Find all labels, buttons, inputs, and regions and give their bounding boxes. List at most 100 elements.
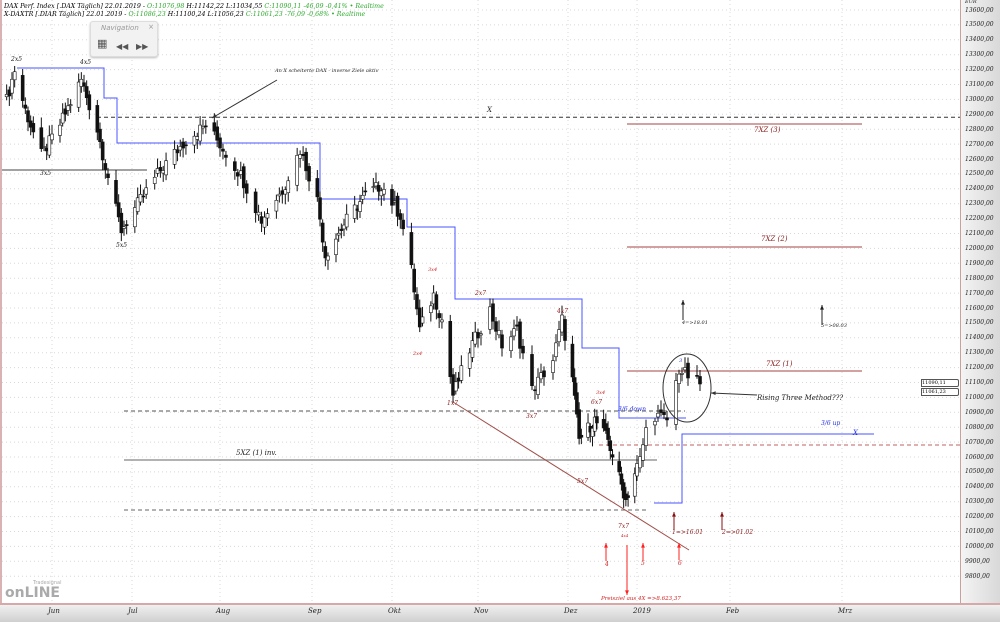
grid-icon[interactable]: ▦ [97, 37, 108, 50]
arrow-down-price-target-icon-head [625, 590, 629, 595]
chart-plot-area[interactable] [0, 0, 962, 603]
candle-body [68, 104, 73, 106]
y-tick-label: 11900,00 [965, 259, 994, 267]
navigation-widget[interactable]: Navigation × ▦ ◀◀ ▶▶ [90, 21, 158, 57]
label-3x4-b: 3x4 [596, 390, 606, 396]
arrow-rising-three-icon-head [711, 391, 716, 396]
y-tick-label: 13000,00 [965, 95, 994, 103]
header-xdax-name: X-DAXTR [.DIAR Täglich] 22.01.2019 - [4, 11, 129, 18]
candle-body [610, 454, 615, 458]
y-tick-label: 11000,00 [965, 393, 994, 401]
candle-body [82, 82, 86, 87]
y-tick-label: 10800,00 [965, 423, 994, 431]
candle-body [638, 456, 642, 469]
candle-body [87, 94, 92, 111]
label-price-target: Preisziel aus 4X =>8.623,37 [601, 596, 681, 602]
candle-body [530, 354, 534, 387]
candle-body [570, 343, 575, 378]
candle-body [172, 149, 177, 165]
candle-body [326, 255, 330, 261]
forward-button[interactable]: ▶▶ [136, 42, 149, 51]
arrow-top-note-icon [211, 79, 278, 119]
x-tick-label: Mrz [838, 607, 853, 615]
label-3x5: 3x5 [40, 170, 52, 177]
candle-body [358, 201, 362, 212]
y-tick-label: 12400,00 [965, 185, 994, 193]
candle-body [315, 178, 320, 198]
y-tick-label: 10000,00 [965, 542, 994, 550]
candle-body [653, 421, 657, 426]
candle-body [60, 112, 65, 124]
candle-body [224, 154, 228, 158]
label-signal-5: 5 [641, 560, 645, 567]
candle-body [336, 232, 341, 236]
candle-body [50, 133, 54, 141]
candle-body [448, 321, 453, 378]
downtrend-line [452, 401, 690, 551]
arrow-up-signal5-icon-head [641, 543, 645, 548]
label-7xz-2: 7XZ (2) [761, 235, 788, 243]
candle-body [138, 194, 143, 203]
header-xdax-hl: H:11100,24 L:11056,23 [165, 11, 246, 18]
candle-body [274, 200, 279, 212]
price-tag-dax: 11090,11 [921, 378, 959, 387]
candle-body [382, 189, 386, 195]
candle-body [429, 305, 433, 313]
label-rising-three: Rising Three Method??? [757, 394, 844, 402]
candle-body [286, 180, 291, 193]
candle-body [244, 183, 249, 194]
arrow-top-note-icon-head [212, 113, 217, 118]
candle-body [31, 123, 36, 133]
candle-body [437, 313, 441, 319]
candle-body [47, 135, 52, 156]
y-tick-label: 11600,00 [965, 304, 994, 312]
label-signal-4: 4 [605, 561, 609, 568]
y-tick-label: 12500,00 [965, 170, 994, 178]
candle-body [617, 461, 621, 473]
candle-body [509, 336, 513, 351]
candle-body [135, 197, 140, 212]
candle-body [371, 186, 376, 188]
y-tick-label: 11700,00 [965, 289, 994, 297]
pattern-circle [662, 353, 712, 423]
candle-body [595, 416, 599, 424]
candle-body [590, 428, 595, 437]
y-tick-label: 11800,00 [965, 274, 994, 282]
y-tick-label: 12600,00 [965, 155, 994, 163]
candle-body [536, 376, 540, 395]
candle-body [539, 372, 543, 380]
y-tick-label: 9800,00 [965, 572, 990, 580]
candle-body [42, 146, 46, 148]
candle-body [488, 306, 492, 330]
date-axis[interactable] [0, 603, 1000, 622]
y-tick-label: 10500,00 [965, 468, 994, 476]
candle-body [280, 190, 285, 195]
label-target-4: 4=>18.01 [682, 320, 708, 326]
back-button[interactable]: ◀◀ [116, 42, 129, 51]
candle-body [557, 329, 561, 343]
label-3x4-a: 3x4 [428, 267, 438, 273]
candle-body [512, 328, 516, 337]
candle-body [20, 75, 25, 101]
header-xdax-close: C:11061,23 -76,09 -0,68% • Realtime [245, 11, 366, 18]
navigation-close-button[interactable]: × [148, 23, 154, 31]
annotation-x-black: X [487, 106, 492, 114]
y-tick-label: 12700,00 [965, 140, 994, 148]
arrow-up-signal4-icon-head [604, 543, 608, 548]
candle-body [409, 232, 414, 266]
arrow-up-signal6-icon-head [677, 543, 681, 548]
header-xdax: X-DAXTR [.DIAR Täglich] 22.01.2019 - O:1… [4, 11, 365, 19]
candle-body [238, 170, 243, 175]
candle-body [662, 412, 666, 415]
candle-body [119, 212, 124, 234]
label-target-2: 2=>01.02 [722, 529, 754, 536]
candle-body [494, 321, 498, 332]
candle-body [66, 105, 70, 111]
x-tick-label: Dez [564, 607, 578, 615]
candle-body [295, 155, 299, 186]
candlestick-chart [2, 0, 962, 603]
candle-body [497, 330, 501, 336]
y-tick-label: 11400,00 [965, 334, 994, 342]
label-1x7: 1x7 [447, 400, 459, 407]
price-axis[interactable] [960, 0, 1000, 603]
